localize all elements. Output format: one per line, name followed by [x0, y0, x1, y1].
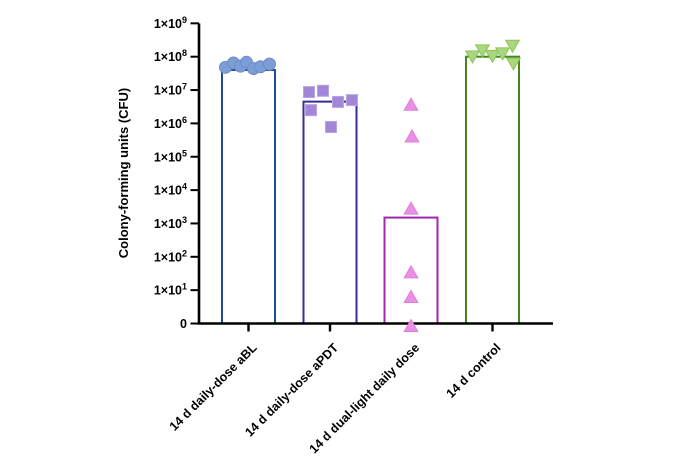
data-point-triangle-down — [464, 50, 481, 65]
data-point-triangle-down — [494, 47, 511, 61]
y-tick-label: 1×105 — [154, 148, 187, 164]
y-tick-label: 1×109 — [154, 15, 187, 31]
data-point-square — [305, 104, 317, 117]
data-point-circle — [263, 57, 276, 71]
y-tick-label: 1×104 — [154, 182, 187, 198]
y-axis-title: Colony-forming units (CFU) — [116, 88, 131, 258]
bar-1 — [221, 68, 276, 325]
y-tick-label: 1×101 — [154, 282, 187, 298]
data-point-square — [332, 95, 344, 108]
data-point-square — [303, 86, 315, 99]
data-point-triangle-up — [403, 97, 419, 111]
data-point-triangle-up — [403, 264, 419, 279]
bar-2 — [302, 100, 358, 325]
y-tick-label: 1×108 — [154, 48, 187, 64]
data-point-triangle-up — [404, 129, 420, 143]
y-tick-label: 1×103 — [154, 215, 187, 231]
data-point-square — [325, 120, 337, 133]
x-category-label: 14 d daily-dose aBL — [167, 340, 260, 433]
data-point-triangle-down — [504, 39, 521, 54]
data-point-triangle-up — [403, 318, 419, 332]
y-tick-label: 1×107 — [154, 82, 187, 98]
y-zero-label: 0 — [180, 317, 187, 331]
data-point-triangle-down — [505, 57, 522, 71]
data-point-triangle-up — [403, 289, 419, 304]
x-category-label: 14 d daily-dose aPDT — [242, 340, 341, 439]
data-point-square — [317, 84, 329, 97]
data-point-triangle-down — [484, 49, 501, 64]
x-category-label: 14 d control — [444, 341, 504, 401]
data-point-square — [346, 94, 358, 107]
data-point-triangle-up — [403, 201, 419, 215]
bar-4 — [465, 55, 520, 325]
y-tick-label: 1×102 — [154, 248, 187, 264]
y-tick-label: 1×106 — [154, 115, 187, 131]
